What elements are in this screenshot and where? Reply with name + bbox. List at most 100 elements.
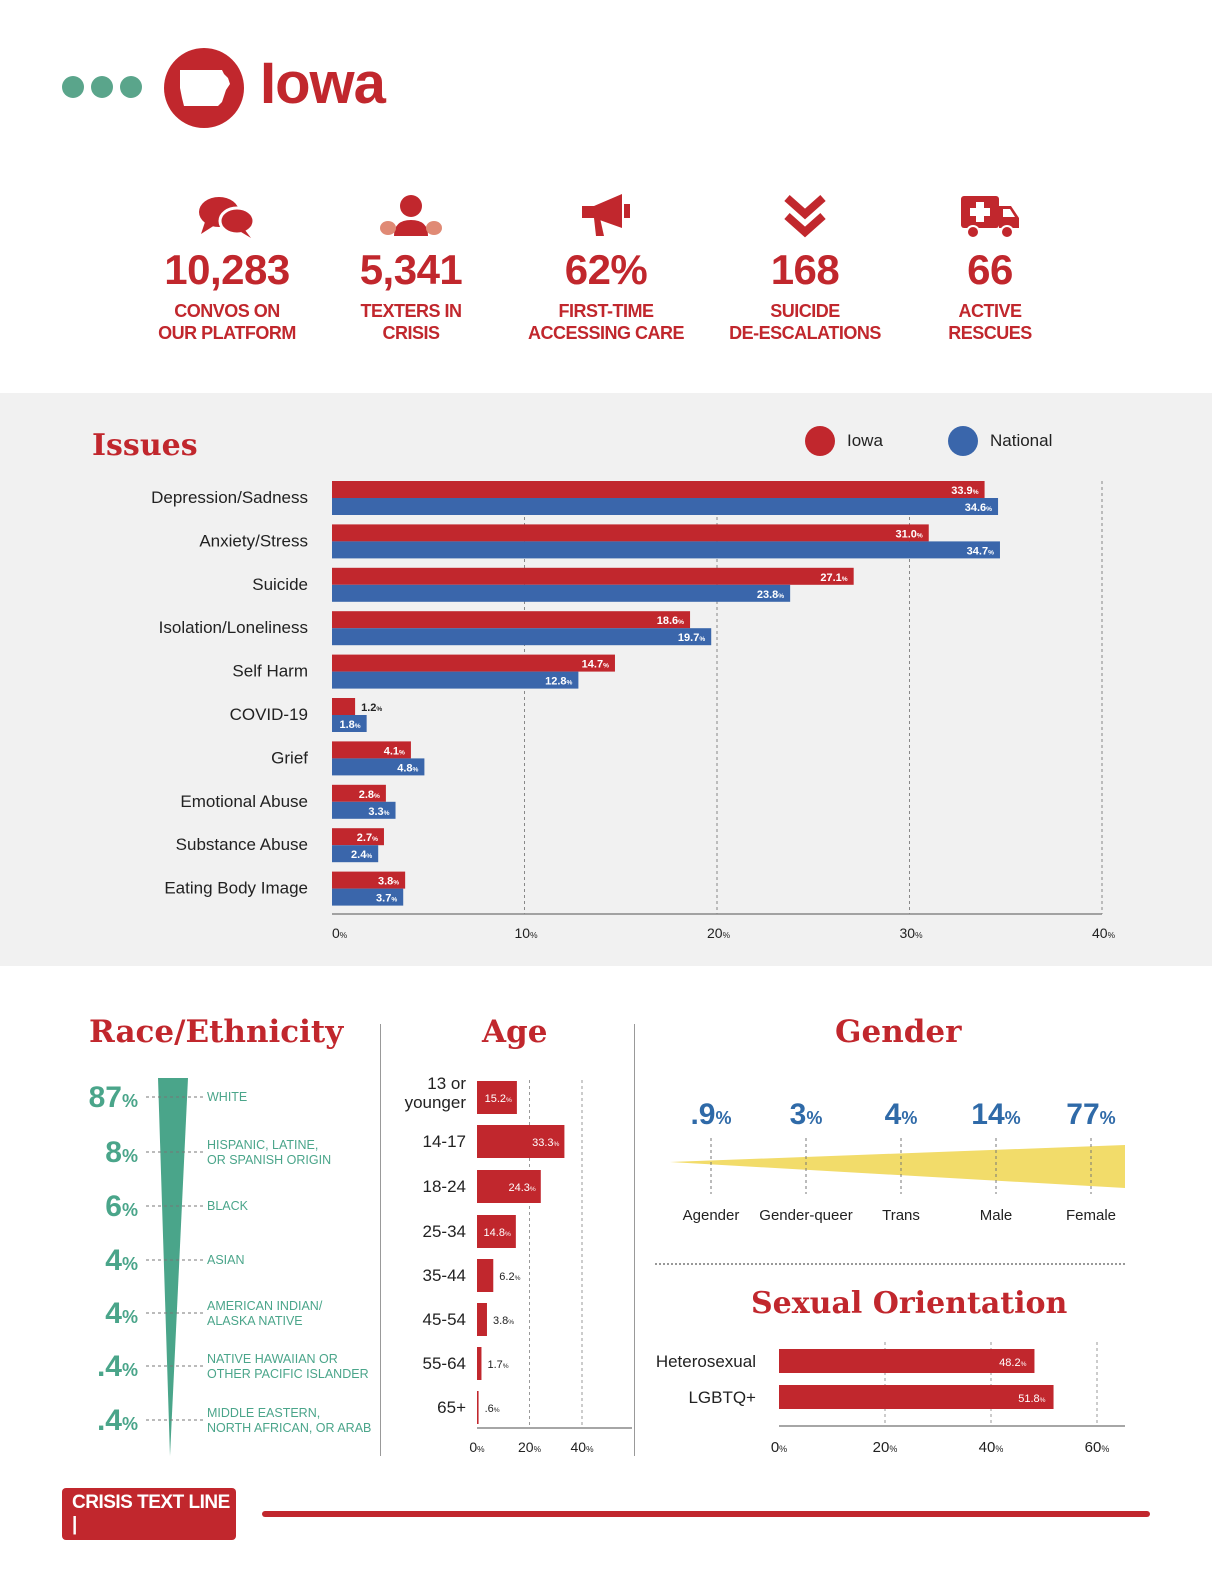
race-category-label: ALASKA NATIVE bbox=[207, 1314, 303, 1328]
category-label: Depression/Sadness bbox=[151, 488, 308, 507]
gender-title: Gender bbox=[835, 1014, 962, 1050]
x-tick-label: 40% bbox=[570, 1439, 594, 1455]
x-tick-label: 40% bbox=[979, 1439, 1004, 1456]
data-label: 1.8% bbox=[339, 719, 360, 731]
race-value: .4% bbox=[97, 1350, 138, 1383]
data-label: 3.8% bbox=[493, 1315, 514, 1327]
race-category-label: HISPANIC, LATINE, bbox=[207, 1138, 318, 1152]
age-category-label: 18-24 bbox=[423, 1177, 466, 1196]
double-chevron-down-icon bbox=[705, 188, 905, 240]
data-label: .6% bbox=[485, 1403, 500, 1415]
bar-age bbox=[477, 1347, 482, 1380]
brand-logo: CRISIS TEXT LINE | bbox=[62, 1488, 236, 1540]
data-label: 18.6% bbox=[657, 615, 684, 627]
stat-active-rescues: 66 ACTIVE RESCUES bbox=[890, 188, 1090, 344]
stat-value: 168 bbox=[770, 246, 840, 293]
data-label: 4.1% bbox=[384, 745, 405, 757]
bar-national bbox=[332, 628, 712, 646]
bar-iowa bbox=[332, 481, 985, 498]
gender-category-label: Trans bbox=[882, 1207, 920, 1224]
x-tick-label: 10% bbox=[515, 925, 539, 941]
data-label: 4.8% bbox=[397, 762, 418, 774]
bar-iowa bbox=[332, 871, 406, 889]
stat-suicide-deescalations: 168 SUICIDE DE-ESCALATIONS bbox=[705, 188, 905, 344]
race-category-label: ASIAN bbox=[207, 1253, 245, 1267]
age-category-label: younger bbox=[405, 1093, 467, 1112]
dot-icon bbox=[62, 76, 84, 98]
category-label: Emotional Abuse bbox=[180, 792, 308, 811]
category-label: Isolation/Loneliness bbox=[159, 618, 308, 637]
race-category-label: OR SPANISH ORIGIN bbox=[207, 1153, 331, 1167]
category-label: Anxiety/Stress bbox=[199, 531, 308, 550]
race-category-label: NORTH AFRICAN, OR ARAB bbox=[207, 1421, 371, 1435]
dot-icon bbox=[120, 76, 142, 98]
data-label: 48.2% bbox=[999, 1357, 1026, 1369]
chat-bubbles-icon bbox=[127, 188, 327, 240]
data-label: 3.3% bbox=[368, 806, 389, 818]
decorative-dots bbox=[62, 76, 142, 98]
orientation-category-label: LGBTQ+ bbox=[688, 1388, 756, 1407]
category-label: Eating Body Image bbox=[164, 879, 308, 898]
age-category-label: 25-34 bbox=[423, 1222, 466, 1241]
orientation-category-label: Heterosexual bbox=[656, 1352, 756, 1371]
x-tick-label: 20% bbox=[873, 1439, 898, 1456]
x-tick-label: 20% bbox=[518, 1439, 542, 1455]
gender-value: 14% bbox=[971, 1098, 1020, 1131]
stat-convos: 10,283 CONVOS ON OUR PLATFORM bbox=[127, 188, 327, 344]
race-value: 8% bbox=[105, 1136, 138, 1169]
legend-swatch bbox=[805, 426, 835, 456]
stat-value: 66 bbox=[967, 246, 1013, 293]
megaphone-icon bbox=[506, 188, 706, 240]
data-label: 2.7% bbox=[357, 832, 378, 844]
gender-wedge bbox=[670, 1145, 1125, 1188]
column-divider bbox=[380, 1024, 381, 1456]
stat-label: ACTIVE RESCUES bbox=[948, 301, 1032, 343]
gender-category-label: Agender bbox=[683, 1207, 740, 1224]
stat-value: 10,283 bbox=[164, 246, 290, 293]
bar-orientation bbox=[779, 1385, 1054, 1409]
bar-iowa bbox=[332, 654, 615, 672]
issues-chart: 0% 10% 20% 30% 40% Depression/Sadness 33.9% 34.… bbox=[151, 481, 1116, 941]
data-label: 2.4% bbox=[351, 849, 372, 861]
data-label: 15.2% bbox=[485, 1093, 512, 1105]
bar-national bbox=[332, 845, 379, 863]
bar-iowa bbox=[332, 567, 854, 585]
bar-national bbox=[332, 541, 1000, 559]
data-label: 34.6% bbox=[965, 502, 992, 514]
data-label: 31.0% bbox=[895, 528, 922, 540]
category-label: COVID-19 bbox=[230, 705, 308, 724]
race-value: 87% bbox=[89, 1081, 138, 1114]
category-label: Substance Abuse bbox=[176, 835, 308, 854]
legend-label: National bbox=[990, 431, 1053, 450]
x-tick-label: 30% bbox=[900, 925, 924, 941]
data-label: 19.7% bbox=[678, 632, 705, 644]
gender-category-label: Gender-queer bbox=[759, 1207, 852, 1224]
bar-age bbox=[477, 1391, 479, 1424]
x-tick-label: 60% bbox=[1085, 1439, 1110, 1456]
race-title: Race/Ethnicity bbox=[89, 1014, 344, 1050]
race-value: .4% bbox=[97, 1404, 138, 1437]
bar-age bbox=[477, 1259, 494, 1292]
data-label: 3.7% bbox=[376, 893, 397, 905]
data-label: 23.8% bbox=[757, 589, 784, 601]
bar-age bbox=[477, 1125, 565, 1158]
age-title: Age bbox=[482, 1014, 548, 1050]
data-label: 6.2% bbox=[499, 1271, 520, 1283]
gender-value: .9% bbox=[690, 1098, 731, 1131]
data-label: 1.2% bbox=[361, 702, 382, 714]
bar-national bbox=[332, 758, 425, 776]
data-label: 1.7% bbox=[487, 1359, 508, 1371]
issues-title: Issues bbox=[92, 428, 198, 463]
gender-value: 3% bbox=[790, 1098, 823, 1131]
gender-value: 4% bbox=[885, 1098, 918, 1131]
stat-label: TEXTERS IN CRISIS bbox=[360, 301, 462, 343]
x-tick-label: 0% bbox=[332, 925, 348, 941]
data-label: 12.8% bbox=[545, 676, 572, 688]
state-shape-badge bbox=[164, 48, 244, 128]
age-category-label: 14-17 bbox=[423, 1132, 466, 1151]
race-wedge bbox=[158, 1078, 188, 1456]
age-category-label: 65+ bbox=[437, 1398, 466, 1417]
bar-national bbox=[332, 715, 367, 732]
stat-label: CONVOS ON OUR PLATFORM bbox=[158, 301, 296, 343]
